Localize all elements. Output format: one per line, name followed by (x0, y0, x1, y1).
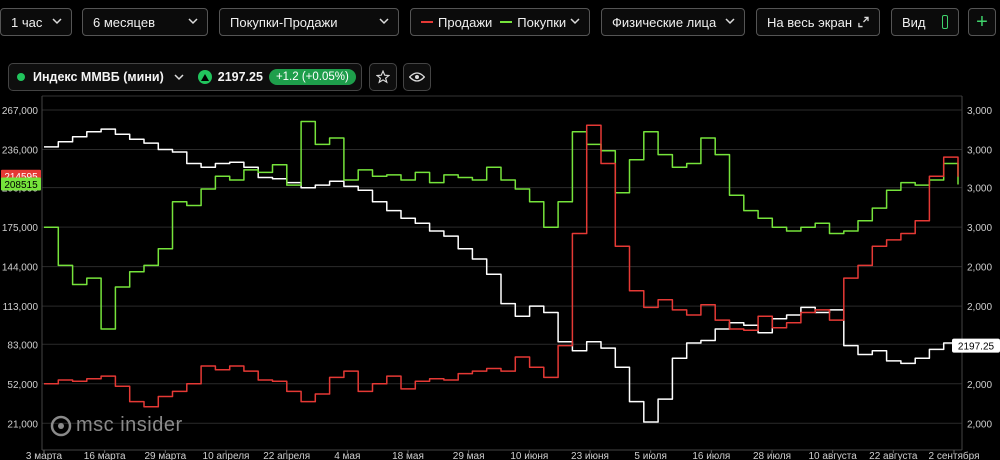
x-tick-label: 22 апреля (263, 451, 310, 460)
ticker-price: 2197.25 (217, 70, 263, 84)
view-label: Вид (902, 14, 926, 30)
x-tick-label: 18 мая (392, 451, 424, 460)
msc-logo-icon (50, 415, 72, 436)
right-tick-label: 3,000 (967, 223, 992, 234)
chevron-down-icon (174, 74, 184, 81)
expand-icon (858, 16, 869, 28)
eye-icon (409, 72, 425, 82)
legend-sell-label: Продажи (438, 14, 493, 30)
index-value-marker: 2197.25 (958, 342, 995, 353)
left-tick-label: 267,000 (2, 106, 39, 117)
left-tick-label: 144,000 (2, 263, 39, 274)
left-tick-label: 21,000 (7, 419, 38, 430)
chevron-down-icon (379, 18, 389, 25)
chevron-down-icon (725, 18, 735, 25)
ticker-change-badge: +1.2 (+0.05%) (268, 69, 356, 85)
buy-series-line (44, 120, 959, 330)
period-value: 6 месяцев (93, 14, 155, 30)
right-tick-label: 2,000 (967, 380, 992, 391)
right-tick-label: 2,000 (967, 302, 992, 313)
buy-legend-swatch (500, 21, 513, 23)
toolbar: 1 час 6 месяцев Покупки-Продажи Продажи … (0, 0, 1000, 48)
up-triangle-icon (197, 70, 212, 84)
fullscreen-button[interactable]: На весь экран (756, 8, 880, 36)
watermark: msc insider (50, 414, 183, 437)
x-tick-label: 22 августа (869, 451, 918, 460)
view-checkbox[interactable] (941, 15, 948, 29)
star-icon (376, 70, 390, 84)
interval-value: 1 час (11, 14, 43, 30)
x-tick-label: 10 апреля (203, 451, 250, 460)
interval-select[interactable]: 1 час (0, 8, 72, 36)
chart-panel (0, 56, 1000, 460)
sell-series-line (44, 124, 959, 408)
group-value: Физические лица (612, 14, 717, 30)
chevron-down-icon (188, 18, 198, 25)
right-tick-label: 3,000 (967, 145, 992, 156)
x-tick-label: 4 мая (334, 451, 360, 460)
plus-icon: + (976, 10, 988, 33)
x-tick-label: 5 июля (634, 451, 666, 460)
right-tick-label: 3,000 (967, 184, 992, 195)
left-tick-label: 113,000 (3, 302, 39, 313)
buy-value-marker: 208515 (4, 180, 38, 191)
period-select[interactable]: 6 месяцев (82, 8, 208, 36)
left-tick-label: 236,000 (2, 145, 39, 156)
ticker-selector[interactable]: Индекс ММВБ (мини) 2197.25 +1.2 (+0.05%) (8, 63, 362, 91)
legend-buy-label: Покупки (517, 14, 567, 30)
right-tick-label: 2,000 (967, 263, 992, 274)
buy-value-marker-bg (1, 177, 41, 191)
group-select[interactable]: Физические лица (601, 8, 745, 36)
mode-select[interactable]: Покупки-Продажи (219, 8, 399, 36)
x-tick-label: 23 июня (571, 451, 609, 460)
x-tick-label: 29 мая (453, 451, 485, 460)
index-series-line (44, 128, 959, 423)
x-tick-label: 28 июля (753, 451, 791, 460)
left-tick-label: 83,000 (7, 340, 38, 351)
view-toggle[interactable]: Вид (891, 8, 959, 36)
status-dot-icon (17, 73, 25, 81)
x-tick-label: 16 марта (84, 451, 126, 460)
chevron-down-icon (570, 18, 580, 25)
mode-value: Покупки-Продажи (230, 14, 338, 30)
add-button[interactable]: + (968, 8, 996, 36)
fullscreen-label: На весь экран (767, 14, 853, 30)
series-select[interactable]: Продажи Покупки (410, 8, 590, 36)
index-value-marker-bg (952, 338, 1000, 353)
right-tick-label: 2,000 (967, 419, 992, 430)
right-tick-label: 3,000 (967, 106, 992, 117)
x-tick-label: 2 сентября (928, 450, 979, 460)
x-tick-label: 16 июля (692, 451, 730, 460)
favorite-button[interactable] (369, 63, 397, 91)
x-tick-label: 10 августа (808, 451, 857, 460)
visibility-button[interactable] (403, 63, 431, 91)
sell-legend-swatch (421, 21, 433, 23)
chevron-down-icon (52, 18, 62, 25)
left-tick-label: 175,000 (2, 223, 39, 234)
x-tick-label: 3 марта (26, 451, 63, 460)
x-tick-label: 10 июня (510, 451, 548, 460)
ticker-name: Индекс ММВБ (мини) (33, 70, 164, 84)
x-tick-label: 29 марта (144, 451, 186, 460)
watermark-text: msc insider (76, 414, 183, 436)
left-tick-label: 52,000 (7, 380, 38, 391)
